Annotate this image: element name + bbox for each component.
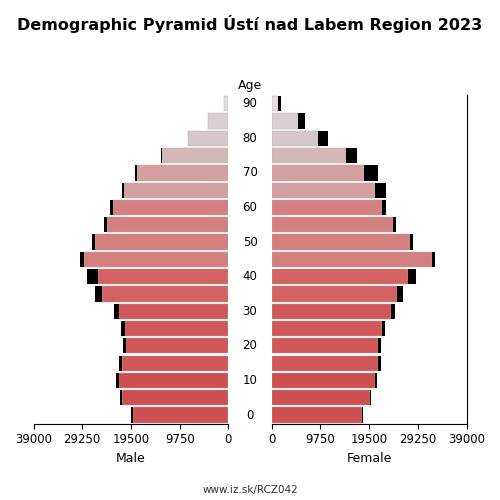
Bar (116, 373, 119, 388)
Bar (84, 252, 229, 267)
Text: 20: 20 (242, 340, 258, 352)
Bar (119, 356, 122, 371)
Bar (122, 390, 228, 406)
Bar (272, 252, 432, 267)
Bar (272, 182, 375, 198)
Text: 0: 0 (246, 408, 254, 422)
Text: 10: 10 (242, 374, 258, 387)
Bar (272, 166, 364, 180)
Text: 40: 40 (242, 270, 258, 283)
Bar (122, 356, 228, 371)
Bar (208, 114, 229, 128)
Bar (378, 338, 381, 353)
Bar (125, 321, 228, 336)
Bar (122, 182, 124, 198)
Bar (137, 166, 228, 180)
Bar (272, 390, 370, 406)
Bar (272, 148, 345, 163)
Bar (382, 321, 385, 336)
Bar (375, 373, 377, 388)
Bar (272, 217, 393, 232)
Text: 50: 50 (242, 236, 258, 248)
Bar (393, 217, 396, 232)
Bar (390, 304, 395, 319)
Bar (126, 338, 228, 353)
X-axis label: Male: Male (116, 452, 146, 465)
Bar (134, 408, 228, 422)
Bar (298, 114, 305, 128)
Bar (188, 130, 228, 146)
Bar (132, 408, 134, 422)
Bar (123, 338, 126, 353)
Bar (370, 390, 371, 406)
Bar (160, 148, 162, 163)
Bar (96, 234, 228, 250)
Bar (378, 356, 380, 371)
Text: 70: 70 (242, 166, 258, 179)
Bar (272, 356, 378, 371)
Bar (397, 286, 402, 302)
Bar (121, 321, 125, 336)
Text: 80: 80 (242, 132, 258, 145)
Bar (120, 390, 122, 406)
Bar (110, 200, 113, 215)
Bar (80, 252, 84, 267)
Text: Age: Age (238, 78, 262, 92)
X-axis label: Female: Female (346, 452, 392, 465)
Bar (382, 200, 386, 215)
Bar (113, 200, 228, 215)
Bar (104, 217, 107, 232)
Bar (107, 217, 228, 232)
Bar (346, 148, 357, 163)
Bar (432, 252, 435, 267)
Bar (120, 373, 228, 388)
Bar (124, 182, 228, 198)
Text: 30: 30 (242, 305, 258, 318)
Bar (272, 130, 318, 146)
Bar (114, 304, 119, 319)
Bar (364, 166, 378, 180)
Bar (272, 408, 362, 422)
Text: 90: 90 (242, 97, 258, 110)
Bar (272, 96, 278, 112)
Bar (375, 182, 386, 198)
Bar (272, 338, 378, 353)
Bar (224, 96, 228, 112)
Bar (92, 234, 96, 250)
Bar (272, 304, 390, 319)
Bar (88, 269, 98, 284)
Bar (120, 304, 228, 319)
Text: Demographic Pyramid Ústí nad Labem Region 2023: Demographic Pyramid Ústí nad Labem Regio… (18, 15, 482, 33)
Bar (95, 286, 102, 302)
Bar (272, 321, 382, 336)
Bar (272, 234, 409, 250)
Bar (272, 200, 382, 215)
Text: 60: 60 (242, 201, 258, 214)
Bar (278, 96, 281, 112)
Bar (162, 148, 228, 163)
Bar (318, 130, 328, 146)
Bar (410, 234, 412, 250)
Bar (272, 269, 408, 284)
Bar (272, 286, 397, 302)
Bar (272, 373, 375, 388)
Bar (98, 269, 228, 284)
Bar (272, 114, 298, 128)
Text: www.iz.sk/RCZ042: www.iz.sk/RCZ042 (202, 485, 298, 495)
Bar (102, 286, 228, 302)
Bar (408, 269, 416, 284)
Bar (135, 166, 137, 180)
